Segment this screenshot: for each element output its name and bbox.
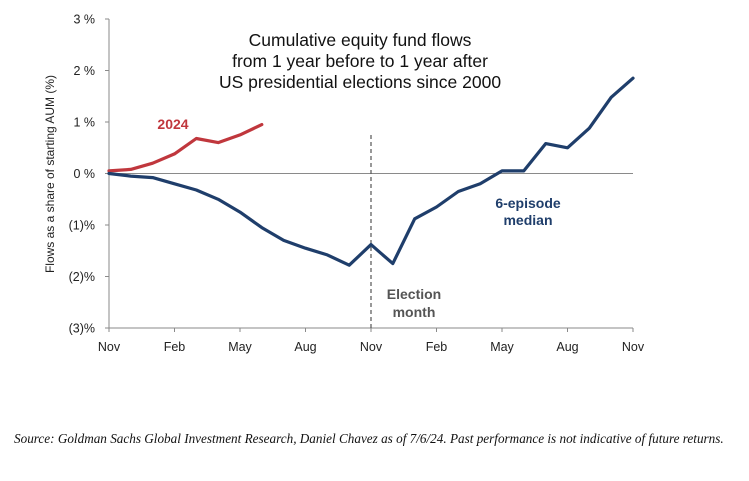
x-tick-label: Aug bbox=[556, 340, 578, 354]
x-tick-label: Nov bbox=[622, 340, 645, 354]
y-tick-label: (1)% bbox=[69, 219, 95, 233]
x-tick-label: Feb bbox=[426, 340, 448, 354]
chart-title-line: from 1 year before to 1 year after bbox=[232, 51, 488, 71]
y-axis-label: Flows as a share of starting AUM (%) bbox=[43, 75, 57, 273]
source-note: Source: Goldman Sachs Global Investment … bbox=[14, 431, 724, 446]
series-line-2024 bbox=[107, 122, 264, 173]
x-tick-label: Nov bbox=[98, 340, 121, 354]
y-tick-label: (3)% bbox=[69, 322, 95, 336]
annotation-label: month bbox=[393, 304, 436, 320]
annotation-label: 2024 bbox=[157, 116, 188, 132]
x-tick-label: Aug bbox=[294, 340, 316, 354]
chart-title-line: US presidential elections since 2000 bbox=[219, 72, 501, 92]
x-tick-label: May bbox=[228, 340, 252, 354]
y-tick-label: 0 % bbox=[73, 167, 95, 181]
y-tick-label: 1 % bbox=[73, 116, 95, 130]
series-line-median bbox=[107, 76, 635, 267]
annotation-label: median bbox=[503, 212, 552, 228]
chart-title-line: Cumulative equity fund flows bbox=[249, 30, 472, 50]
x-tick-label: Nov bbox=[360, 340, 383, 354]
y-tick-label: (2)% bbox=[69, 270, 95, 284]
annotation-label: 6-episode bbox=[495, 195, 561, 211]
y-tick-label: 3 % bbox=[73, 13, 95, 27]
annotation-label: Election bbox=[387, 286, 441, 302]
axes: 3 %2 %1 %0 %(1)%(2)%(3)%Nov Feb May Aug Nov F… bbox=[69, 13, 645, 355]
x-tick-label: May bbox=[490, 340, 514, 354]
series-lines bbox=[107, 76, 635, 267]
y-tick-label: 2 % bbox=[73, 64, 95, 78]
x-tick-label: Feb bbox=[164, 340, 186, 354]
